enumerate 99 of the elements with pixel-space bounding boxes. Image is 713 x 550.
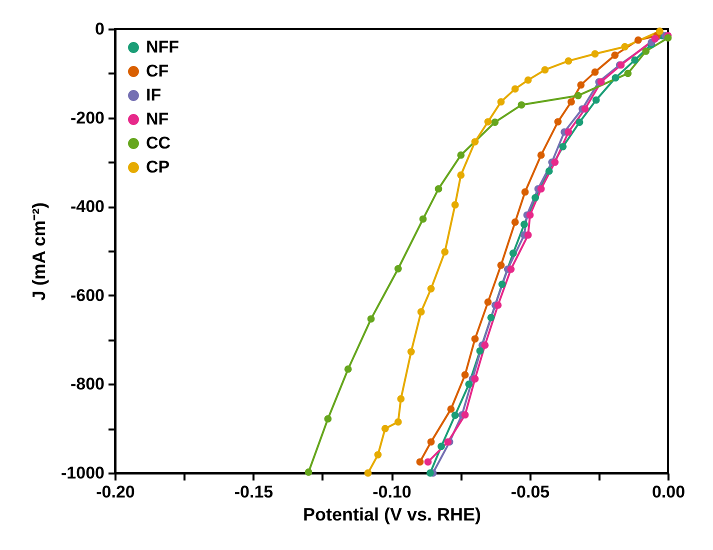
x-axis-title: Potential (V vs. RHE) — [302, 504, 482, 524]
point — [324, 415, 332, 423]
y-axis-title: J (mA cm⁻²) — [29, 202, 50, 301]
point — [394, 265, 402, 272]
point — [427, 285, 435, 292]
legend-label: NF — [146, 110, 169, 128]
point — [344, 365, 352, 373]
point — [451, 412, 459, 419]
legend-label: CP — [146, 158, 170, 176]
point — [642, 48, 650, 55]
point — [416, 458, 424, 466]
point — [491, 118, 499, 126]
point — [521, 188, 529, 196]
point — [664, 34, 672, 42]
point — [304, 468, 312, 476]
point — [537, 151, 545, 159]
point — [419, 215, 427, 223]
point — [524, 231, 532, 239]
point — [591, 50, 599, 58]
point — [471, 375, 479, 383]
point — [441, 248, 449, 256]
y-tick-label: -1000 — [61, 464, 104, 482]
point — [564, 128, 572, 136]
x-tick-label: -0.05 — [510, 482, 550, 502]
point — [498, 280, 506, 288]
point — [537, 185, 545, 193]
point — [487, 314, 495, 322]
point — [651, 35, 659, 42]
point — [465, 380, 473, 388]
point — [424, 458, 432, 466]
point — [612, 74, 620, 82]
y-tick-label: -200 — [70, 108, 104, 128]
legend-label: CC — [146, 134, 171, 152]
point — [497, 262, 505, 269]
point — [471, 335, 479, 343]
point — [407, 348, 415, 356]
point — [497, 98, 505, 106]
point — [461, 371, 469, 379]
y-tick-label: -800 — [70, 374, 104, 394]
point — [564, 57, 572, 65]
point — [511, 218, 519, 226]
point — [461, 411, 469, 419]
point — [559, 142, 567, 150]
point — [457, 151, 465, 159]
point — [451, 201, 459, 209]
point — [394, 418, 402, 426]
y-tick-label: -600 — [70, 286, 104, 305]
x-tick-label: -0.10 — [372, 482, 412, 502]
point — [577, 81, 585, 89]
point — [568, 98, 575, 106]
point — [634, 36, 642, 44]
point — [484, 298, 492, 306]
point — [532, 194, 539, 202]
point — [511, 85, 519, 93]
point — [397, 395, 405, 403]
point — [624, 70, 632, 78]
point — [554, 118, 562, 126]
legend-label: NFF — [146, 38, 180, 56]
point — [364, 469, 372, 477]
point — [427, 438, 435, 446]
point — [581, 105, 589, 113]
point — [526, 211, 534, 219]
point — [611, 51, 619, 59]
point — [574, 92, 582, 100]
point — [417, 308, 425, 316]
point — [576, 118, 584, 126]
point — [524, 76, 532, 84]
point — [381, 424, 389, 432]
point — [471, 138, 479, 146]
point — [481, 341, 489, 349]
point — [457, 171, 465, 179]
point — [631, 56, 639, 64]
point — [509, 250, 517, 257]
point — [367, 315, 375, 323]
x-tick-label: 0.00 — [652, 482, 686, 502]
point — [656, 28, 664, 35]
x-tick-label: -0.20 — [96, 482, 135, 502]
point — [447, 405, 455, 413]
legend-label: IF — [146, 86, 162, 104]
point — [621, 43, 629, 50]
point — [545, 167, 553, 175]
point — [507, 266, 515, 273]
point — [518, 101, 526, 109]
point — [438, 442, 445, 450]
point — [520, 220, 528, 228]
y-tick-label: 0 — [95, 20, 104, 38]
point — [541, 66, 549, 74]
y-tick-label: -400 — [70, 197, 104, 216]
point — [426, 469, 434, 477]
x-tick-label: -0.15 — [234, 482, 274, 502]
point — [476, 347, 484, 355]
point — [592, 96, 600, 104]
legend-label: CF — [146, 62, 169, 80]
point — [484, 118, 492, 126]
point — [551, 158, 559, 166]
point — [374, 451, 382, 458]
point — [434, 185, 442, 193]
point — [591, 68, 599, 76]
point — [494, 301, 502, 309]
